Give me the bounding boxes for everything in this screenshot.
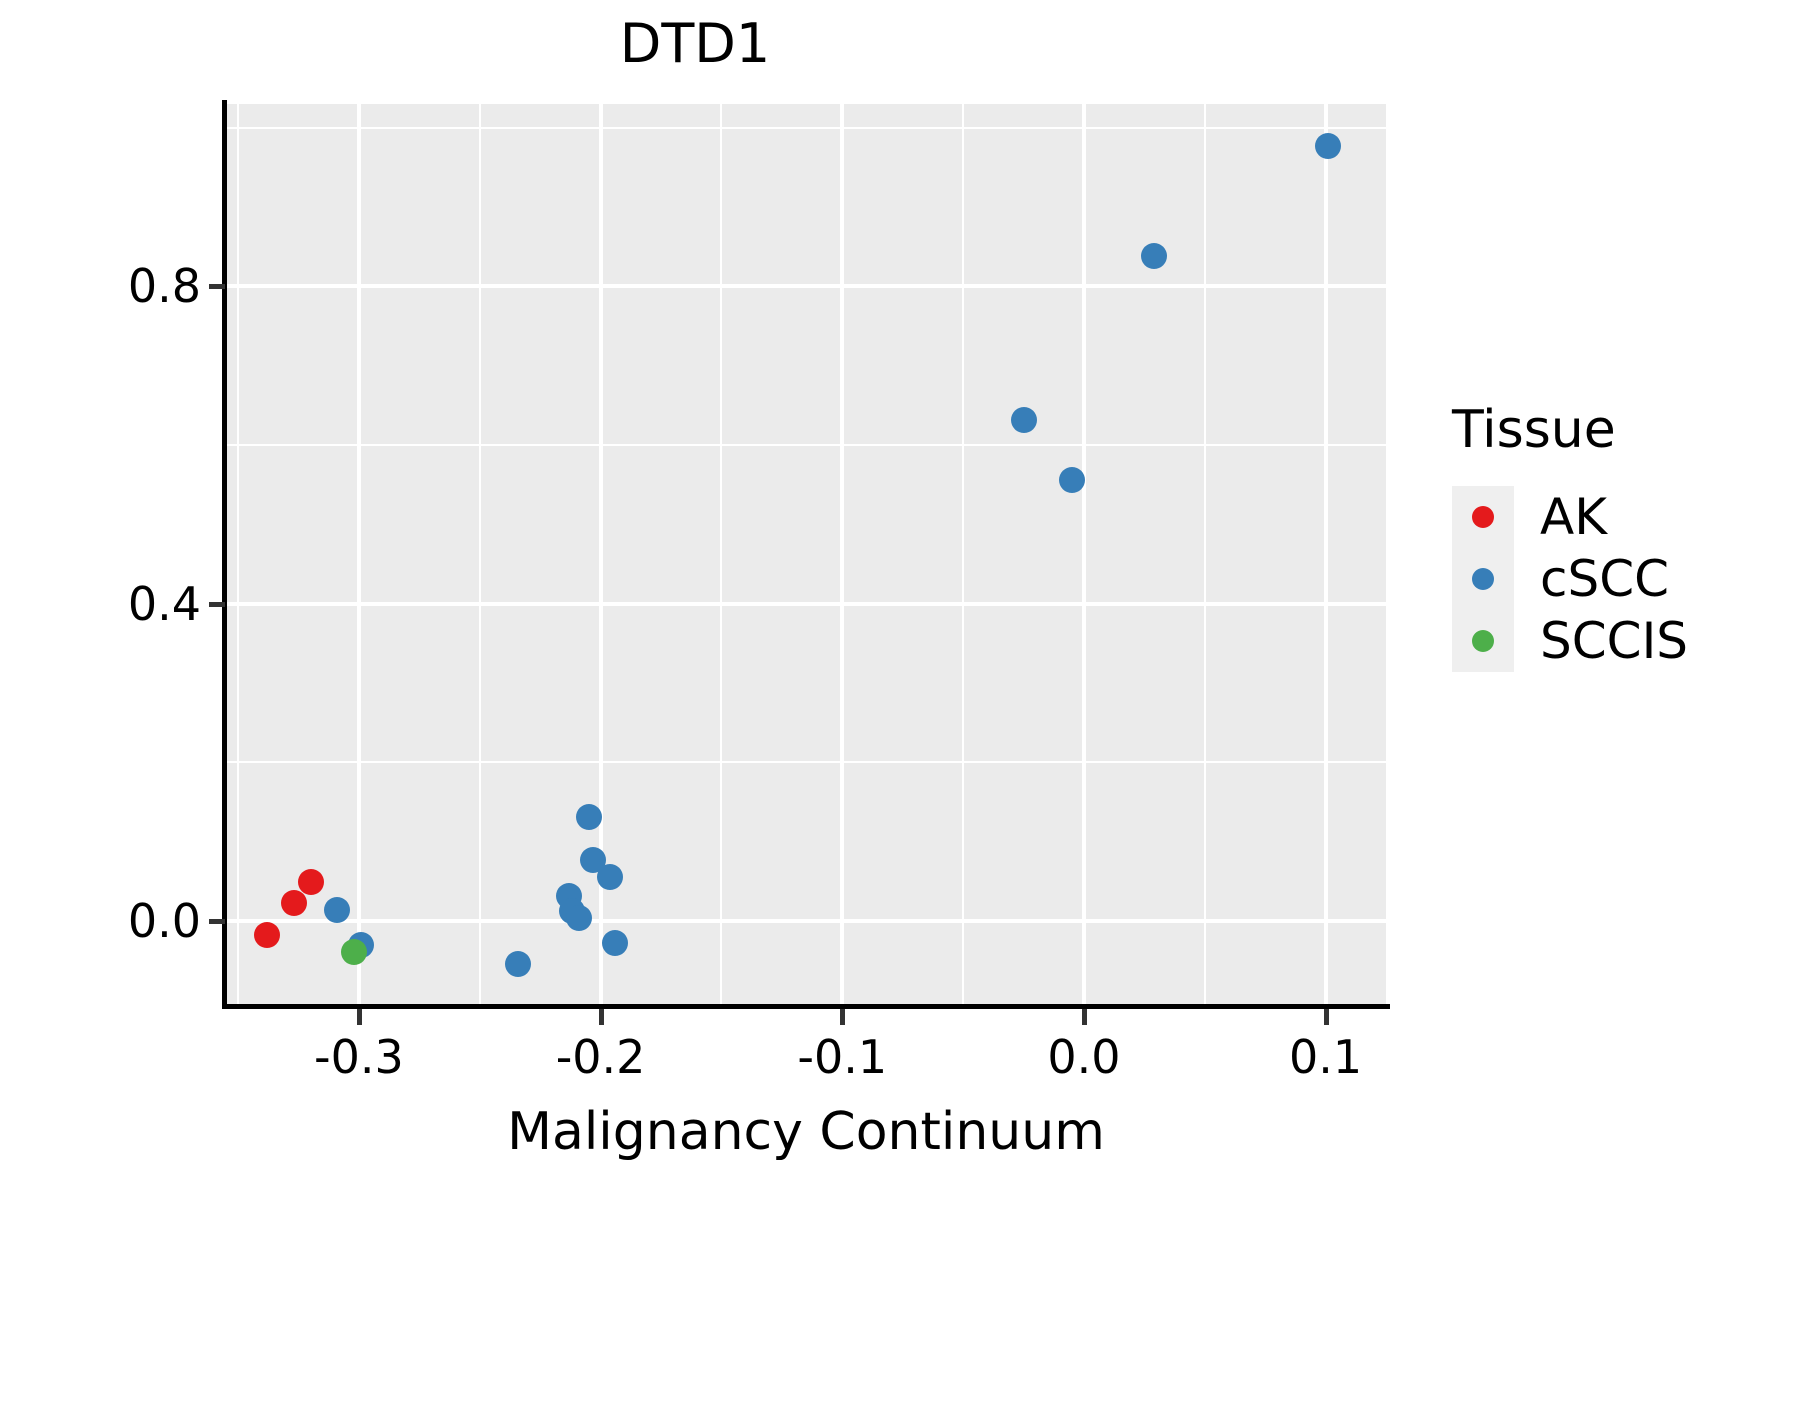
gridline-minor-horizontal <box>226 443 1386 446</box>
legend-label: SCCIS <box>1540 612 1689 670</box>
y-tick-label: 0.0 <box>127 893 201 948</box>
gridline-minor-vertical <box>237 104 240 1004</box>
y-axis-line <box>222 100 227 1008</box>
legend-item-ak[interactable]: AK <box>1452 486 1782 548</box>
gridline-major-horizontal <box>226 918 1386 923</box>
gridline-major-horizontal <box>226 601 1386 606</box>
gridline-minor-horizontal <box>226 126 1386 129</box>
x-axis-line <box>222 1004 1390 1009</box>
chart-title: DTD1 <box>619 12 771 75</box>
gridline-major-vertical <box>1081 104 1086 1004</box>
legend-dot-icon <box>1472 568 1494 590</box>
legend-dot-icon <box>1472 506 1494 528</box>
data-point-cscc <box>565 905 592 932</box>
gridline-major-horizontal <box>226 284 1386 289</box>
x-tick-label: 0.0 <box>1047 1030 1121 1084</box>
x-tick-label: 0.1 <box>1289 1030 1363 1084</box>
legend-item-sccis[interactable]: SCCIS <box>1452 610 1782 672</box>
gridline-minor-horizontal <box>226 761 1386 764</box>
x-tick-mark <box>1323 1009 1329 1025</box>
x-tick-label: -0.2 <box>555 1030 646 1084</box>
y-tick-label: 0.8 <box>127 259 201 314</box>
legend-label: AK <box>1540 488 1607 546</box>
y-tick-label: 0.4 <box>127 576 201 631</box>
gridline-major-vertical <box>1323 104 1328 1004</box>
x-tick-label: -0.3 <box>314 1030 404 1084</box>
y-axis-title-wrapper: Log2FC <box>40 104 100 1004</box>
x-tick-mark <box>1081 1009 1087 1025</box>
gridline-minor-vertical <box>1203 104 1206 1004</box>
y-tick-mark <box>209 601 225 607</box>
x-tick-label: -0.1 <box>797 1030 888 1084</box>
data-point-cscc <box>575 803 602 830</box>
legend-item-cscc[interactable]: cSCC <box>1452 548 1782 610</box>
legend-label: cSCC <box>1540 550 1670 608</box>
x-tick-mark <box>356 1009 362 1025</box>
y-tick-mark <box>209 918 225 924</box>
data-point-cscc <box>1315 133 1341 160</box>
gridline-major-vertical <box>840 104 845 1004</box>
legend-items: AK cSCC SCCIS <box>1452 486 1782 672</box>
x-tick-mark <box>840 1009 846 1025</box>
data-point-cscc <box>597 864 624 891</box>
data-point-cscc <box>1141 243 1167 270</box>
legend-title: Tissue <box>1452 400 1616 460</box>
data-point-cscc <box>505 951 532 978</box>
data-point-cscc <box>324 896 351 923</box>
legend-key-swatch <box>1452 548 1514 610</box>
x-axis-title: Malignancy Continuum <box>507 1102 1105 1162</box>
data-point-ak <box>254 922 281 948</box>
data-point-ak <box>280 889 307 916</box>
data-point-cscc <box>1058 466 1085 493</box>
data-point-cscc <box>1010 406 1037 433</box>
chart-root: DTD1 0.0 0.4 0.8 -0.3 -0.2 -0.1 0.0 0.1 Log2FC… <box>40 12 1782 1162</box>
legend-dot-icon <box>1472 630 1494 652</box>
plot-panel <box>226 104 1386 1004</box>
legend-key-swatch <box>1452 486 1514 548</box>
data-point-ak <box>297 868 324 895</box>
legend-key-swatch <box>1452 610 1514 672</box>
y-tick-mark <box>209 284 225 290</box>
gridline-minor-vertical <box>478 104 481 1004</box>
gridline-major-vertical <box>598 104 603 1004</box>
data-point-cscc <box>602 929 629 956</box>
legend: Tissue AK cSCC SCCIS <box>1452 400 1782 672</box>
x-tick-mark <box>598 1009 604 1025</box>
data-point-sccis <box>341 939 368 966</box>
gridline-major-vertical <box>356 104 361 1004</box>
gridline-minor-vertical <box>962 104 965 1004</box>
gridline-minor-vertical <box>720 104 723 1004</box>
